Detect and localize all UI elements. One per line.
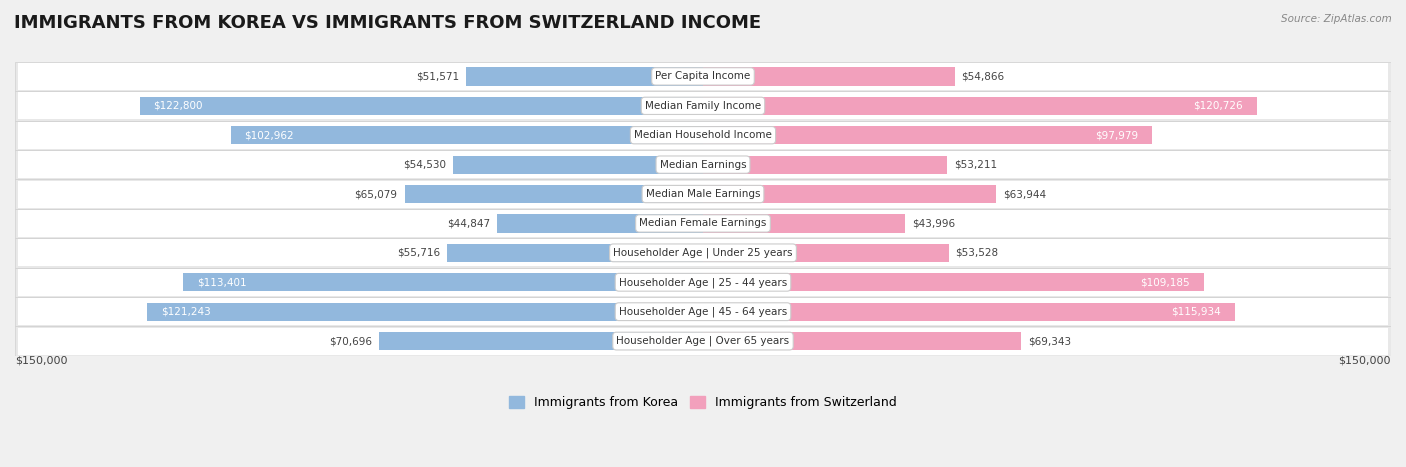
Text: Householder Age | Over 65 years: Householder Age | Over 65 years (616, 336, 790, 347)
Text: $122,800: $122,800 (153, 101, 202, 111)
Text: Householder Age | 45 - 64 years: Householder Age | 45 - 64 years (619, 306, 787, 317)
Text: $70,696: $70,696 (329, 336, 371, 346)
Text: $69,343: $69,343 (1028, 336, 1071, 346)
Text: $43,996: $43,996 (911, 219, 955, 228)
Text: $150,000: $150,000 (1339, 356, 1391, 366)
Text: Median Female Earnings: Median Female Earnings (640, 219, 766, 228)
Bar (703, 214, 905, 233)
Text: Median Male Earnings: Median Male Earnings (645, 189, 761, 199)
Bar (703, 185, 997, 203)
FancyBboxPatch shape (15, 150, 1391, 179)
Text: $54,530: $54,530 (404, 160, 446, 170)
Bar (703, 97, 1257, 115)
Bar (498, 214, 703, 233)
Bar (378, 332, 703, 350)
Bar (703, 303, 1234, 321)
Text: $150,000: $150,000 (15, 356, 67, 366)
Text: $55,716: $55,716 (398, 248, 440, 258)
FancyBboxPatch shape (18, 210, 1388, 237)
Text: $109,185: $109,185 (1140, 277, 1189, 287)
Text: $115,934: $115,934 (1171, 307, 1220, 317)
Text: $113,401: $113,401 (197, 277, 246, 287)
FancyBboxPatch shape (18, 151, 1388, 178)
Text: $65,079: $65,079 (354, 189, 398, 199)
Bar (703, 126, 1153, 144)
Text: $51,571: $51,571 (416, 71, 460, 81)
Text: Householder Age | 25 - 44 years: Householder Age | 25 - 44 years (619, 277, 787, 288)
FancyBboxPatch shape (15, 120, 1391, 150)
Text: Per Capita Income: Per Capita Income (655, 71, 751, 81)
Bar (405, 185, 703, 203)
FancyBboxPatch shape (18, 298, 1388, 325)
Text: $54,866: $54,866 (962, 71, 1005, 81)
Text: Median Earnings: Median Earnings (659, 160, 747, 170)
Bar (703, 156, 948, 174)
Bar (447, 244, 703, 262)
Bar (231, 126, 703, 144)
Bar (467, 67, 703, 85)
Text: $63,944: $63,944 (1002, 189, 1046, 199)
FancyBboxPatch shape (15, 209, 1391, 238)
FancyBboxPatch shape (15, 326, 1391, 356)
Bar (183, 273, 703, 291)
Bar (703, 67, 955, 85)
FancyBboxPatch shape (15, 91, 1391, 120)
Text: $97,979: $97,979 (1095, 130, 1139, 140)
Bar (703, 273, 1204, 291)
FancyBboxPatch shape (15, 179, 1391, 209)
FancyBboxPatch shape (18, 239, 1388, 266)
FancyBboxPatch shape (18, 63, 1388, 90)
Text: $44,847: $44,847 (447, 219, 491, 228)
Text: Median Family Income: Median Family Income (645, 101, 761, 111)
Bar (146, 303, 703, 321)
Text: $120,726: $120,726 (1194, 101, 1243, 111)
Text: Median Household Income: Median Household Income (634, 130, 772, 140)
Text: Source: ZipAtlas.com: Source: ZipAtlas.com (1281, 14, 1392, 24)
Bar (703, 244, 949, 262)
FancyBboxPatch shape (15, 238, 1391, 268)
FancyBboxPatch shape (18, 92, 1388, 120)
Text: $102,962: $102,962 (245, 130, 294, 140)
Bar (453, 156, 703, 174)
Text: $53,528: $53,528 (956, 248, 998, 258)
Text: IMMIGRANTS FROM KOREA VS IMMIGRANTS FROM SWITZERLAND INCOME: IMMIGRANTS FROM KOREA VS IMMIGRANTS FROM… (14, 14, 761, 32)
FancyBboxPatch shape (18, 181, 1388, 207)
FancyBboxPatch shape (18, 269, 1388, 296)
FancyBboxPatch shape (18, 327, 1388, 354)
Text: Householder Age | Under 25 years: Householder Age | Under 25 years (613, 248, 793, 258)
FancyBboxPatch shape (15, 297, 1391, 326)
FancyBboxPatch shape (15, 268, 1391, 297)
Legend: Immigrants from Korea, Immigrants from Switzerland: Immigrants from Korea, Immigrants from S… (503, 391, 903, 414)
Text: $53,211: $53,211 (953, 160, 997, 170)
Bar (703, 332, 1021, 350)
Text: $121,243: $121,243 (160, 307, 211, 317)
Bar (139, 97, 703, 115)
FancyBboxPatch shape (15, 62, 1391, 91)
FancyBboxPatch shape (18, 122, 1388, 149)
